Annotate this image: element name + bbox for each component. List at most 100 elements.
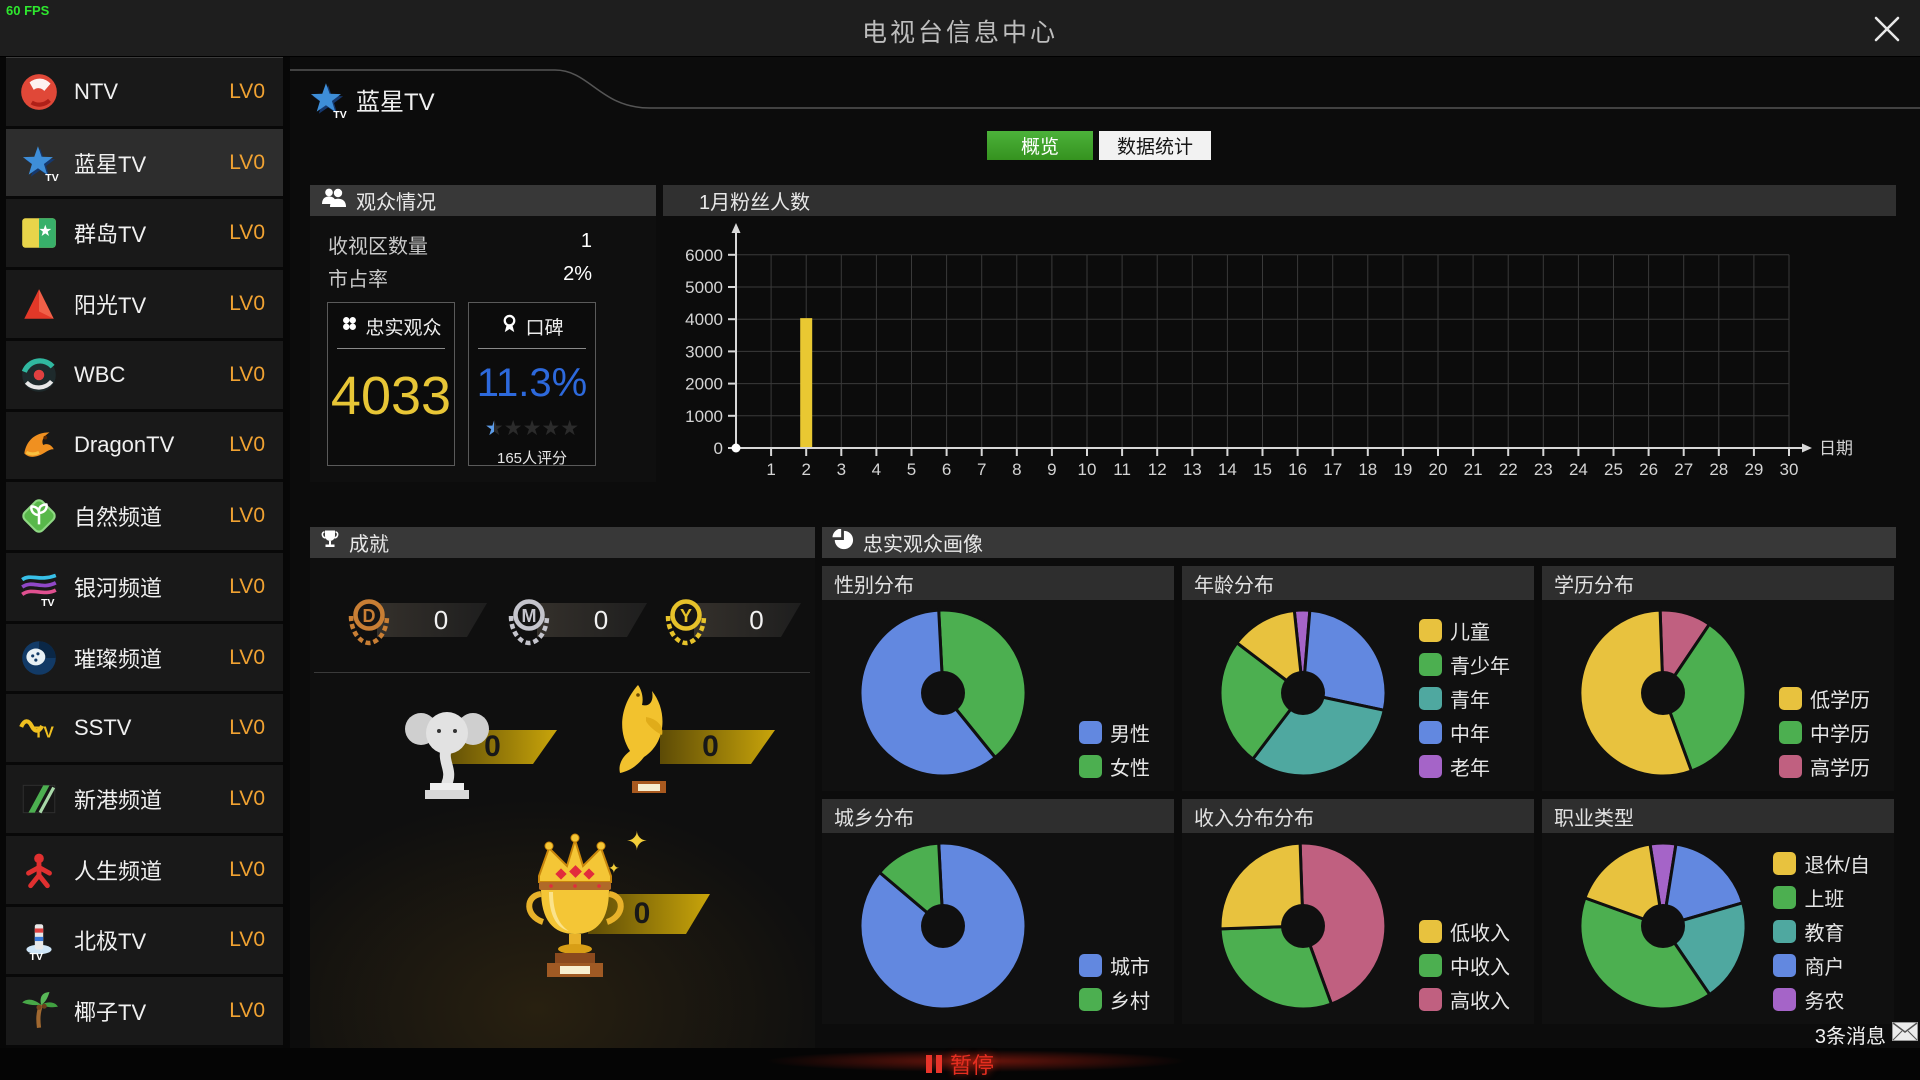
coconut-channel-icon xyxy=(18,990,60,1032)
pie-title: 城乡分布 xyxy=(822,799,1174,833)
pie-body: 男性 女性 xyxy=(822,600,1174,791)
fps-counter: 60 FPS xyxy=(6,3,50,18)
channel-level: LV0 xyxy=(229,928,265,952)
legend-item: 青少年 xyxy=(1419,650,1510,679)
sidebar-item-life[interactable]: 人生频道 LV0 xyxy=(6,835,283,907)
fans-chart-title: 1月粉丝人数 xyxy=(699,192,811,214)
sidebar-item-xingang[interactable]: 新港频道 LV0 xyxy=(6,765,283,836)
legend-swatch xyxy=(1779,721,1802,744)
channel-level: LV0 xyxy=(229,433,265,457)
bluestar-channel-icon: TV xyxy=(18,142,60,184)
svg-text:11: 11 xyxy=(1113,460,1131,479)
stat-label: 收视区数量 xyxy=(328,236,428,258)
legend-item: 青年 xyxy=(1419,684,1510,713)
messages-label: 3条消息 xyxy=(1814,1026,1886,1048)
legend-label: 女性 xyxy=(1110,758,1150,780)
reputation-value: 11.3% xyxy=(476,361,588,405)
channel-name: WBC xyxy=(74,361,126,387)
sidebar-item-nature[interactable]: 自然频道 LV0 xyxy=(6,482,283,554)
pie-legend: 退休/自 上班 教育 商户 务农 xyxy=(1773,849,1870,1014)
sidebar-item-coconut[interactable]: 椰子TV LV0 xyxy=(6,977,283,1049)
elephant-trophy xyxy=(403,699,491,806)
legend-label: 退休/自 xyxy=(1804,855,1870,877)
sidebar-item-sunshine[interactable]: 阳光TV LV0 xyxy=(6,270,283,341)
legend-label: 中收入 xyxy=(1450,957,1510,979)
svg-text:21: 21 xyxy=(1464,460,1483,479)
medal-ribbon-icon xyxy=(500,314,519,340)
legend-swatch xyxy=(1773,920,1797,943)
channel-sidebar: NTV LV0 TV 蓝星TV LV0 群岛TV LV0 阳光TV LV0 WBC LV0 Drago… xyxy=(6,57,283,1049)
pie-title: 职业类型 xyxy=(1542,799,1894,833)
svg-text:9: 9 xyxy=(1047,460,1056,479)
legend-item: 高收入 xyxy=(1419,985,1510,1014)
channel-level: LV0 xyxy=(229,292,265,316)
messages-indicator[interactable]: 3条消息 xyxy=(1815,1020,1918,1049)
legend-item: 教育 xyxy=(1773,917,1870,946)
sidebar-item-dragon[interactable]: DragonTV LV0 xyxy=(6,411,283,483)
audience-panel-header: 观众情况 xyxy=(310,185,656,216)
legend-label: 老年 xyxy=(1450,758,1490,780)
sidebar-item-sparkleface[interactable]: 璀璨频道 LV0 xyxy=(6,623,283,695)
pie-body: 低学历 中学历 高学历 xyxy=(1542,600,1894,791)
channel-level: LV0 xyxy=(229,79,265,103)
donut-chart xyxy=(1578,608,1748,778)
legend-swatch xyxy=(1419,721,1442,744)
legend-swatch xyxy=(1773,988,1797,1011)
life-channel-icon xyxy=(18,849,60,891)
medal-banner: 0 xyxy=(377,603,487,637)
legend-item: 低收入 xyxy=(1419,917,1510,946)
galaxy-channel-icon: TV xyxy=(18,566,60,609)
svg-text:2: 2 xyxy=(801,460,810,479)
svg-text:3000: 3000 xyxy=(685,342,723,361)
medal-count: 0 xyxy=(749,604,764,635)
sidebar-item-bluestar[interactable]: TV 蓝星TV LV0 xyxy=(6,128,283,200)
legend-swatch xyxy=(1419,619,1442,642)
trophy-count: 0 xyxy=(633,897,651,930)
portrait-grid: 性别分布 男性 女性 年龄分布 儿童 青少年 青年 中年 老年 学历分布 低学历 中学历 高学历 城乡分布… xyxy=(822,566,1896,1024)
legend-label: 高收入 xyxy=(1450,991,1510,1013)
sstv-channel-icon: TV xyxy=(18,707,60,749)
tab-overview[interactable]: 概览 xyxy=(987,131,1093,160)
legend-item: 女性 xyxy=(1079,752,1150,781)
medal-banner: 0 xyxy=(537,603,647,637)
svg-text:26: 26 xyxy=(1639,460,1658,479)
portrait-cell-4: 城乡分布城市乡村 xyxy=(822,799,1174,1024)
legend-label: 教育 xyxy=(1804,923,1845,945)
divider xyxy=(314,672,810,673)
svg-text:29: 29 xyxy=(1744,460,1763,479)
legend-label: 男性 xyxy=(1110,724,1150,746)
svg-text:22: 22 xyxy=(1499,460,1518,479)
svg-text:15: 15 xyxy=(1253,460,1272,479)
sidebar-item-galaxy[interactable]: TV 银河频道 LV0 xyxy=(6,553,283,624)
donut-chart xyxy=(858,841,1028,1011)
legend-swatch xyxy=(1419,653,1442,676)
sidebar-item-sstv[interactable]: TV SSTV LV0 xyxy=(6,694,283,766)
legend-swatch xyxy=(1773,886,1797,909)
legend-swatch xyxy=(1419,687,1442,710)
legend-swatch xyxy=(1779,687,1802,710)
pie-chart-icon xyxy=(832,528,854,557)
close-button[interactable] xyxy=(1872,14,1902,44)
stat-value: 2% xyxy=(563,263,592,285)
legend-label: 上班 xyxy=(1804,889,1845,911)
legend-item: 中收入 xyxy=(1419,951,1510,980)
channel-level: LV0 xyxy=(229,645,265,669)
legend-item: 低学历 xyxy=(1779,684,1870,713)
legend-item: 中学历 xyxy=(1779,718,1870,747)
svg-text:M: M xyxy=(522,606,537,626)
trophy-count: 0 xyxy=(484,730,501,763)
legend-item: 乡村 xyxy=(1079,985,1150,1014)
legend-label: 商户 xyxy=(1804,957,1845,979)
achievements-body: 0 D 0 M 0 Y 0 0 0 xyxy=(310,558,815,1048)
pause-button[interactable]: 暂停 xyxy=(765,1048,1187,1080)
sidebar-item-wbc[interactable]: WBC LV0 xyxy=(6,340,283,412)
sidebar-item-ntv[interactable]: NTV LV0 xyxy=(6,58,283,129)
fans-bar-chart: 0 1000 2000 3000 4000 5000 6000 1 2 3 4 5 6 7 8 9 10 11 12… xyxy=(663,216,1896,486)
legend-item: 城市 xyxy=(1079,951,1150,980)
sidebar-item-islands[interactable]: 群岛TV LV0 xyxy=(6,199,283,271)
sparkle-icon: ✦ xyxy=(608,860,620,876)
tab-statistics[interactable]: 数据统计 xyxy=(1099,131,1211,160)
svg-text:2000: 2000 xyxy=(685,375,723,394)
svg-text:13: 13 xyxy=(1183,460,1202,479)
sidebar-item-northpole[interactable]: TV 北极TV LV0 xyxy=(6,906,283,978)
